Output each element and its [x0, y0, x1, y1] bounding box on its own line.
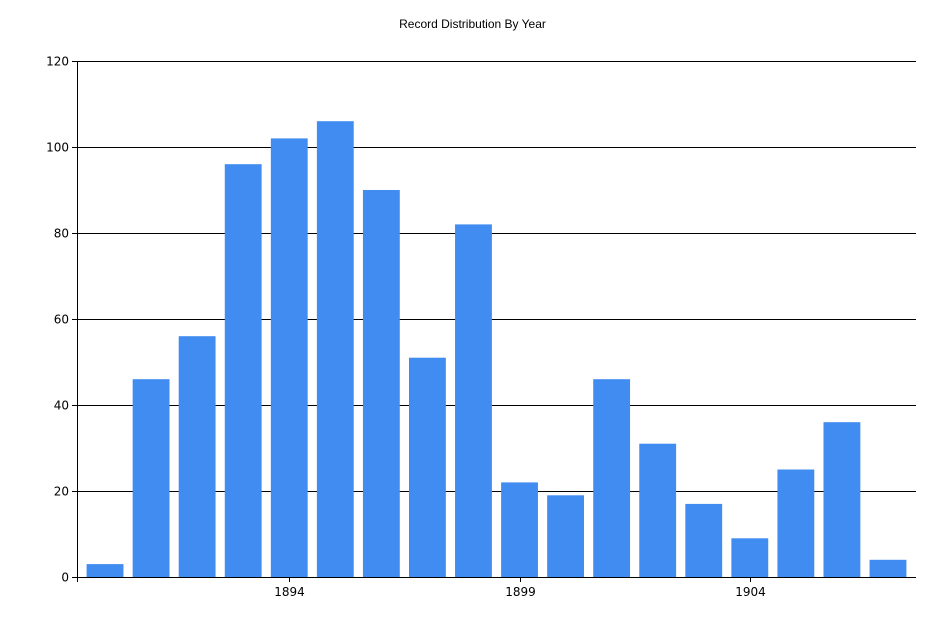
bar-1890 [86, 564, 124, 577]
bar-1894 [270, 138, 308, 577]
bar-1907 [869, 559, 907, 577]
y-tick-label-80: 80 [54, 227, 69, 241]
bar-1893 [224, 164, 262, 577]
x-tick-labels: 1894 1899 1904 [274, 585, 766, 599]
bar-1900 [547, 495, 585, 577]
x-tick-label-1894: 1894 [274, 585, 305, 599]
bar-1906 [823, 422, 861, 577]
bar-1904 [731, 538, 769, 577]
bar-1891 [132, 379, 170, 577]
y-tick-label-40: 40 [54, 399, 69, 413]
bar-1892 [178, 336, 216, 577]
y-tick-labels: 0 20 40 60 80 100 120 [46, 55, 69, 585]
bar-1895 [316, 121, 354, 577]
bar-1896 [362, 190, 400, 577]
bar-1903 [685, 503, 723, 577]
y-tick-label-0: 0 [61, 571, 69, 585]
y-tick-label-20: 20 [54, 485, 69, 499]
bar-1902 [639, 443, 677, 577]
bar-1899 [501, 482, 538, 577]
bar-1901 [593, 379, 631, 577]
y-tick-label-100: 100 [46, 141, 69, 155]
gridlines [77, 61, 916, 492]
y-tick-label-60: 60 [54, 313, 69, 327]
bar-1898 [455, 224, 492, 577]
y-tick-label-120: 120 [46, 55, 69, 69]
bars [86, 121, 907, 577]
x-tick-label-1904: 1904 [735, 585, 766, 599]
bar-1897 [408, 357, 446, 577]
axes [72, 61, 916, 582]
x-tick-label-1899: 1899 [505, 585, 536, 599]
bar-1905 [777, 469, 815, 577]
chart-title: Record Distribution By Year [399, 17, 546, 31]
